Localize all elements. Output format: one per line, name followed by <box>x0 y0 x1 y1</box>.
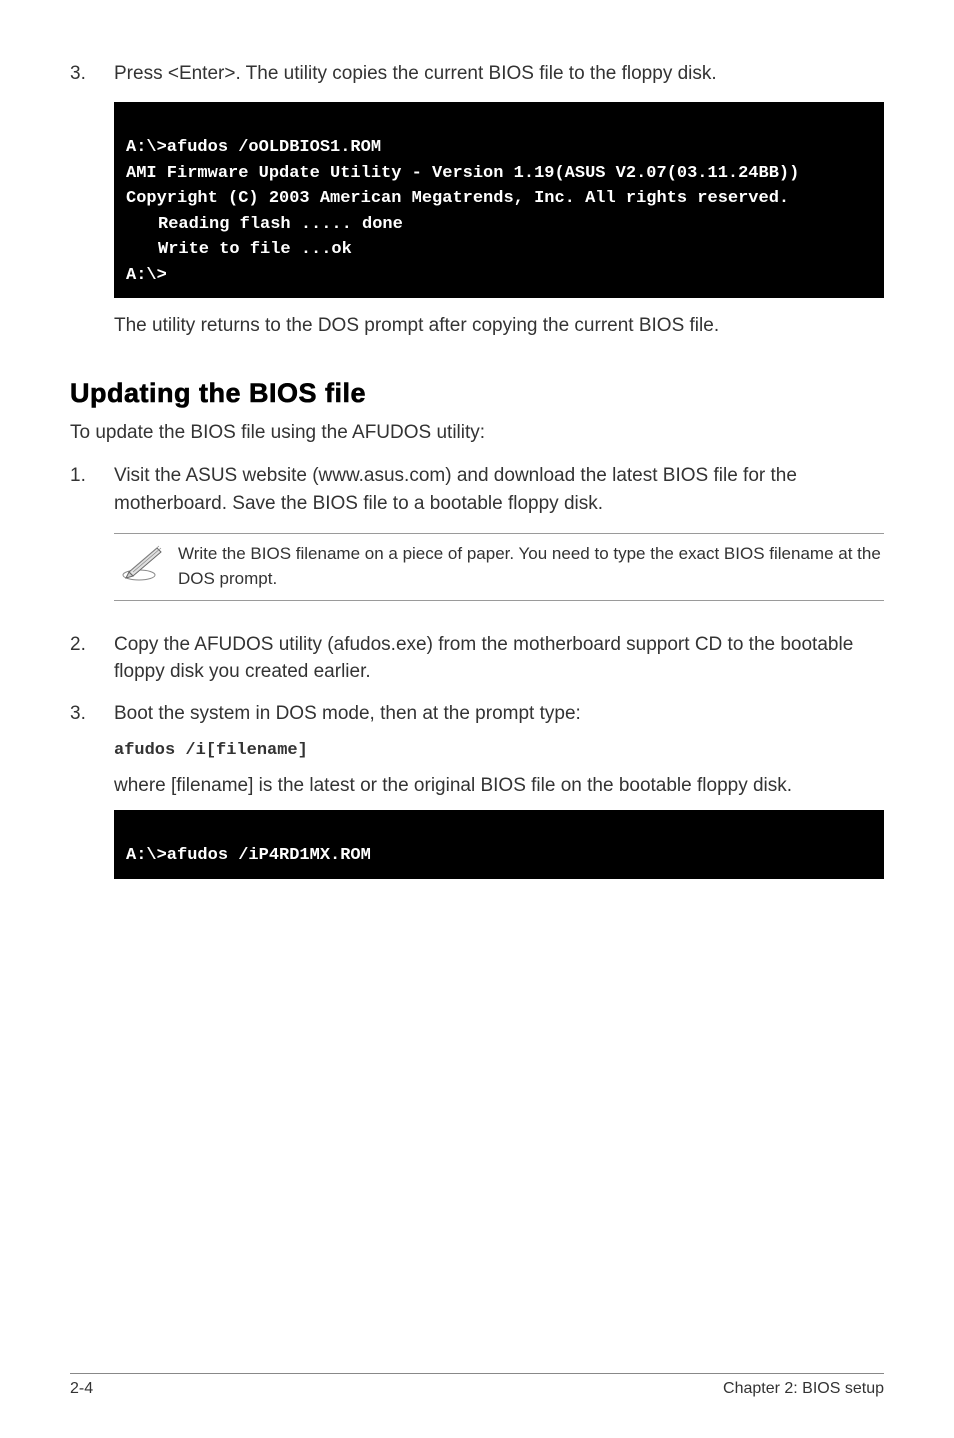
term1-line2: AMI Firmware Update Utility - Version 1.… <box>126 164 799 183</box>
terminal-output-2: A:\>afudos /iP4RD1MX.ROM <box>114 810 884 879</box>
where-text: where [filename] is the latest or the or… <box>114 772 884 800</box>
step-3: 3. Press <Enter>. The utility copies the… <box>70 60 884 88</box>
update-step-2: 2. Copy the AFUDOS utility (afudos.exe) … <box>70 631 884 686</box>
term1-line3: Copyright (C) 2003 American Megatrends, … <box>126 189 789 208</box>
update-step-3-text: Boot the system in DOS mode, then at the… <box>114 700 884 728</box>
term1-line6: A:\> <box>126 266 167 285</box>
step-3-text: Press <Enter>. The utility copies the cu… <box>114 60 884 88</box>
term1-line4: Reading flash ..... done <box>126 212 872 238</box>
update-step-2-text: Copy the AFUDOS utility (afudos.exe) fro… <box>114 631 884 686</box>
footer-chapter: Chapter 2: BIOS setup <box>723 1380 884 1398</box>
update-step-1-number: 1. <box>70 462 114 517</box>
update-step-2-number: 2. <box>70 631 114 686</box>
update-step-1: 1. Visit the ASUS website (www.asus.com)… <box>70 462 884 517</box>
note-text: Write the BIOS filename on a piece of pa… <box>178 542 884 591</box>
update-step-3: 3. Boot the system in DOS mode, then at … <box>70 700 884 728</box>
update-step-1-text: Visit the ASUS website (www.asus.com) an… <box>114 462 884 517</box>
step-3-number: 3. <box>70 60 114 88</box>
term1-line5: Write to file ...ok <box>126 237 872 263</box>
update-step-3-number: 3. <box>70 700 114 728</box>
footer-page-number: 2-4 <box>70 1380 93 1398</box>
command-line: afudos /i[filename] <box>114 741 884 760</box>
section-heading: Updating the BIOS file <box>70 378 884 409</box>
pencil-note-icon <box>114 542 174 582</box>
term1-line1: A:\>afudos /oOLDBIOS1.ROM <box>126 138 381 157</box>
terminal-output-1: A:\>afudos /oOLDBIOS1.ROM AMI Firmware U… <box>114 102 884 299</box>
term2-line1: A:\>afudos /iP4RD1MX.ROM <box>126 846 371 865</box>
after-terminal-1-text: The utility returns to the DOS prompt af… <box>114 312 884 340</box>
page-footer: 2-4 Chapter 2: BIOS setup <box>70 1373 884 1398</box>
section-intro: To update the BIOS file using the AFUDOS… <box>70 419 884 447</box>
note-box: Write the BIOS filename on a piece of pa… <box>114 533 884 600</box>
